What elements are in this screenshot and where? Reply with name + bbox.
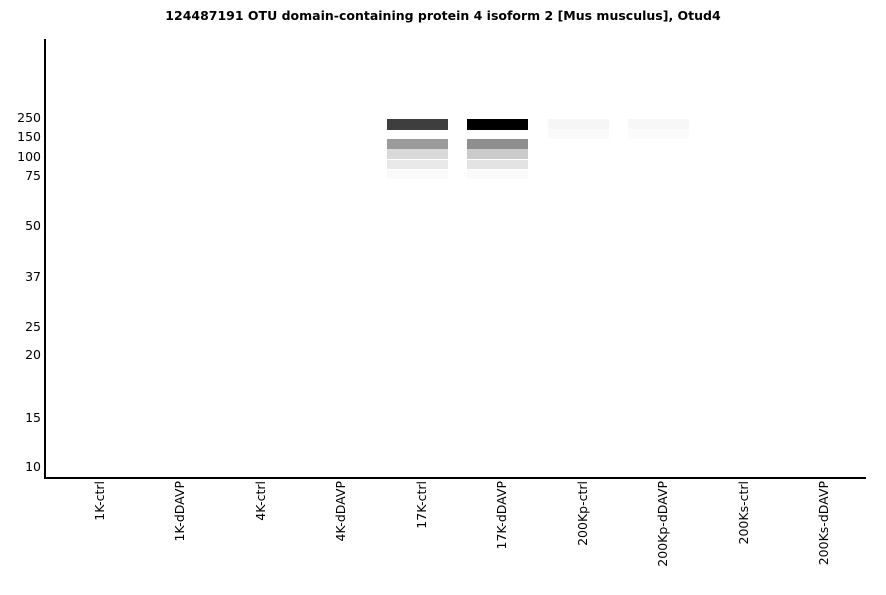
y-axis-tick-label: 50 (25, 218, 41, 233)
x-axis-line (44, 477, 866, 479)
y-axis-tick-label: 100 (17, 148, 41, 164)
blot-band (467, 149, 528, 159)
x-axis-lane-label: 4K-dDAVP (333, 481, 348, 542)
blot-band (628, 119, 689, 129)
x-axis-lane-label: 1K-ctrl (91, 481, 107, 521)
y-axis-line (44, 39, 46, 479)
y-axis-tick-label: 150 (17, 129, 41, 144)
x-axis-lane-label: 17K-ctrl (413, 481, 429, 529)
y-axis-tick-label: 25 (25, 319, 41, 334)
y-axis-tick-label: 10 (25, 459, 41, 474)
y-axis-tick-label: 37 (25, 269, 41, 284)
blot-band (467, 139, 528, 149)
blot-band (467, 119, 528, 130)
blot-band (467, 169, 528, 179)
blot-band (467, 159, 528, 169)
x-axis-lane-label: 17K-dDAVP (494, 481, 509, 550)
blot-band (386, 119, 448, 130)
y-axis-tick-label: 250 (17, 109, 41, 125)
blot-band (386, 139, 448, 149)
x-axis-lane-label: 200Ks-dDAVP (816, 481, 831, 566)
x-axis-lane-label: 1K-dDAVP (172, 481, 187, 542)
blot-band (386, 169, 448, 179)
chart-title: 124487191 OTU domain-containing protein … (165, 8, 721, 23)
blot-band (386, 149, 448, 159)
x-axis-lane-label: 4K-ctrl (252, 481, 268, 521)
x-axis-lane-label: 200Kp-dDAVP (655, 481, 670, 567)
y-axis-tick-label: 20 (25, 347, 41, 362)
blot-band (547, 129, 609, 139)
blot-band (628, 129, 689, 139)
x-axis-lane-label: 200Ks-ctrl (735, 481, 751, 545)
blot-band (547, 119, 609, 129)
y-axis-tick-label: 15 (25, 410, 41, 425)
x-axis-lane-label: 200Kp-ctrl (574, 481, 590, 546)
blot-band (386, 159, 448, 169)
y-axis-tick-label: 75 (25, 168, 41, 183)
